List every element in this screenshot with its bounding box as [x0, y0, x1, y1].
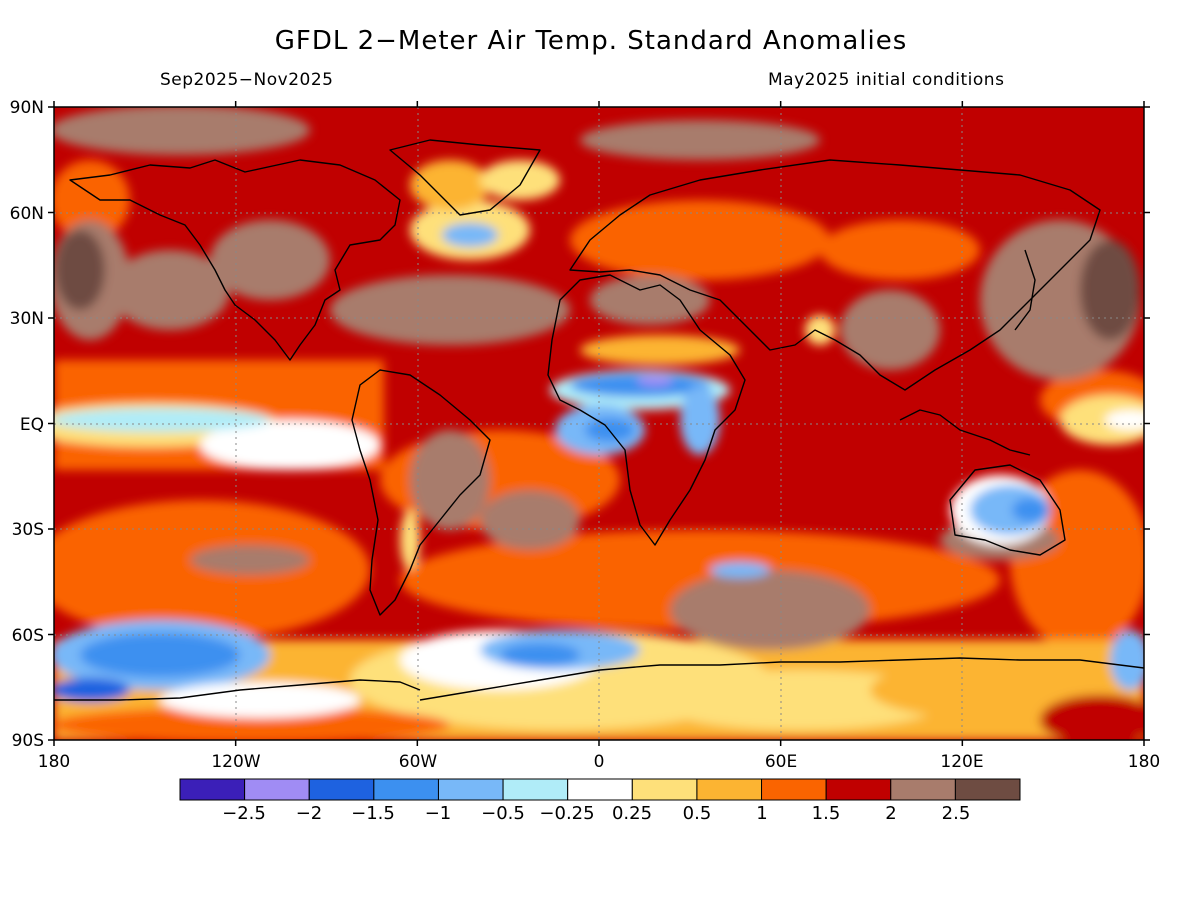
colorbar-swatch	[954, 778, 1021, 801]
colorbar-swatch	[631, 778, 698, 801]
initial-conditions: May2025 initial conditions	[768, 70, 1005, 90]
colorbar-label: 0.25	[612, 803, 652, 824]
latitude-labels: 90N 60N 30N EQ 30S 60S 90S	[10, 98, 44, 751]
colorbar-label: 1	[756, 803, 767, 824]
colorbar-label: 2.5	[942, 803, 971, 824]
lon-label: 180	[38, 752, 70, 772]
colorbar-label: −0.25	[539, 803, 594, 824]
longitude-labels: 180 120W 60W 0 60E 120E 180	[38, 752, 1160, 772]
colorbar	[179, 778, 1021, 801]
lon-label: 60W	[399, 752, 438, 772]
lat-label: 60N	[10, 204, 44, 224]
lat-label: 30S	[12, 520, 44, 540]
anomaly-field	[54, 107, 1144, 740]
lat-label: 90N	[10, 98, 44, 118]
colorbar-swatch	[373, 778, 439, 801]
axis-ticks	[48, 101, 1150, 746]
colorbar-label: −2.5	[222, 803, 266, 824]
lat-label: 90S	[12, 731, 44, 751]
colorbar-swatch	[437, 778, 504, 801]
colorbar-swatch	[825, 778, 892, 801]
colorbar-swatch	[761, 778, 827, 801]
forecast-period: Sep2025−Nov2025	[160, 70, 334, 90]
lon-label: 120E	[940, 752, 983, 772]
colorbar-label: −2	[296, 803, 323, 824]
colorbar-swatch	[696, 778, 763, 801]
colorbar-label: −1	[425, 803, 452, 824]
colorbar-label: 1.5	[812, 803, 841, 824]
gridlines	[54, 107, 1144, 740]
colorbar-label: −1.5	[351, 803, 395, 824]
lat-label: 30N	[10, 309, 44, 329]
lon-label: 60E	[765, 752, 797, 772]
colorbar-swatch	[308, 778, 375, 801]
map-title: GFDL 2−Meter Air Temp. Standard Anomalie…	[274, 26, 908, 56]
lat-label: EQ	[20, 415, 44, 435]
colorbar-labels: −2.5 −2 −1.5 −1 −0.5 −0.25 0.25 0.5 1 1.…	[222, 803, 970, 824]
colorbar-swatch	[567, 778, 633, 801]
lat-label: 60S	[12, 626, 44, 646]
colorbar-swatch	[179, 778, 246, 801]
colorbar-swatch	[244, 778, 310, 801]
colorbar-label: −0.5	[481, 803, 525, 824]
coastlines	[54, 139, 1144, 701]
colorbar-label: 2	[885, 803, 896, 824]
colorbar-swatch	[502, 778, 569, 801]
colorbar-label: 0.5	[683, 803, 712, 824]
lon-label: 120W	[211, 752, 260, 772]
lon-label: 180	[1128, 752, 1160, 772]
lon-label: 0	[594, 752, 605, 772]
colorbar-swatch	[890, 778, 956, 801]
